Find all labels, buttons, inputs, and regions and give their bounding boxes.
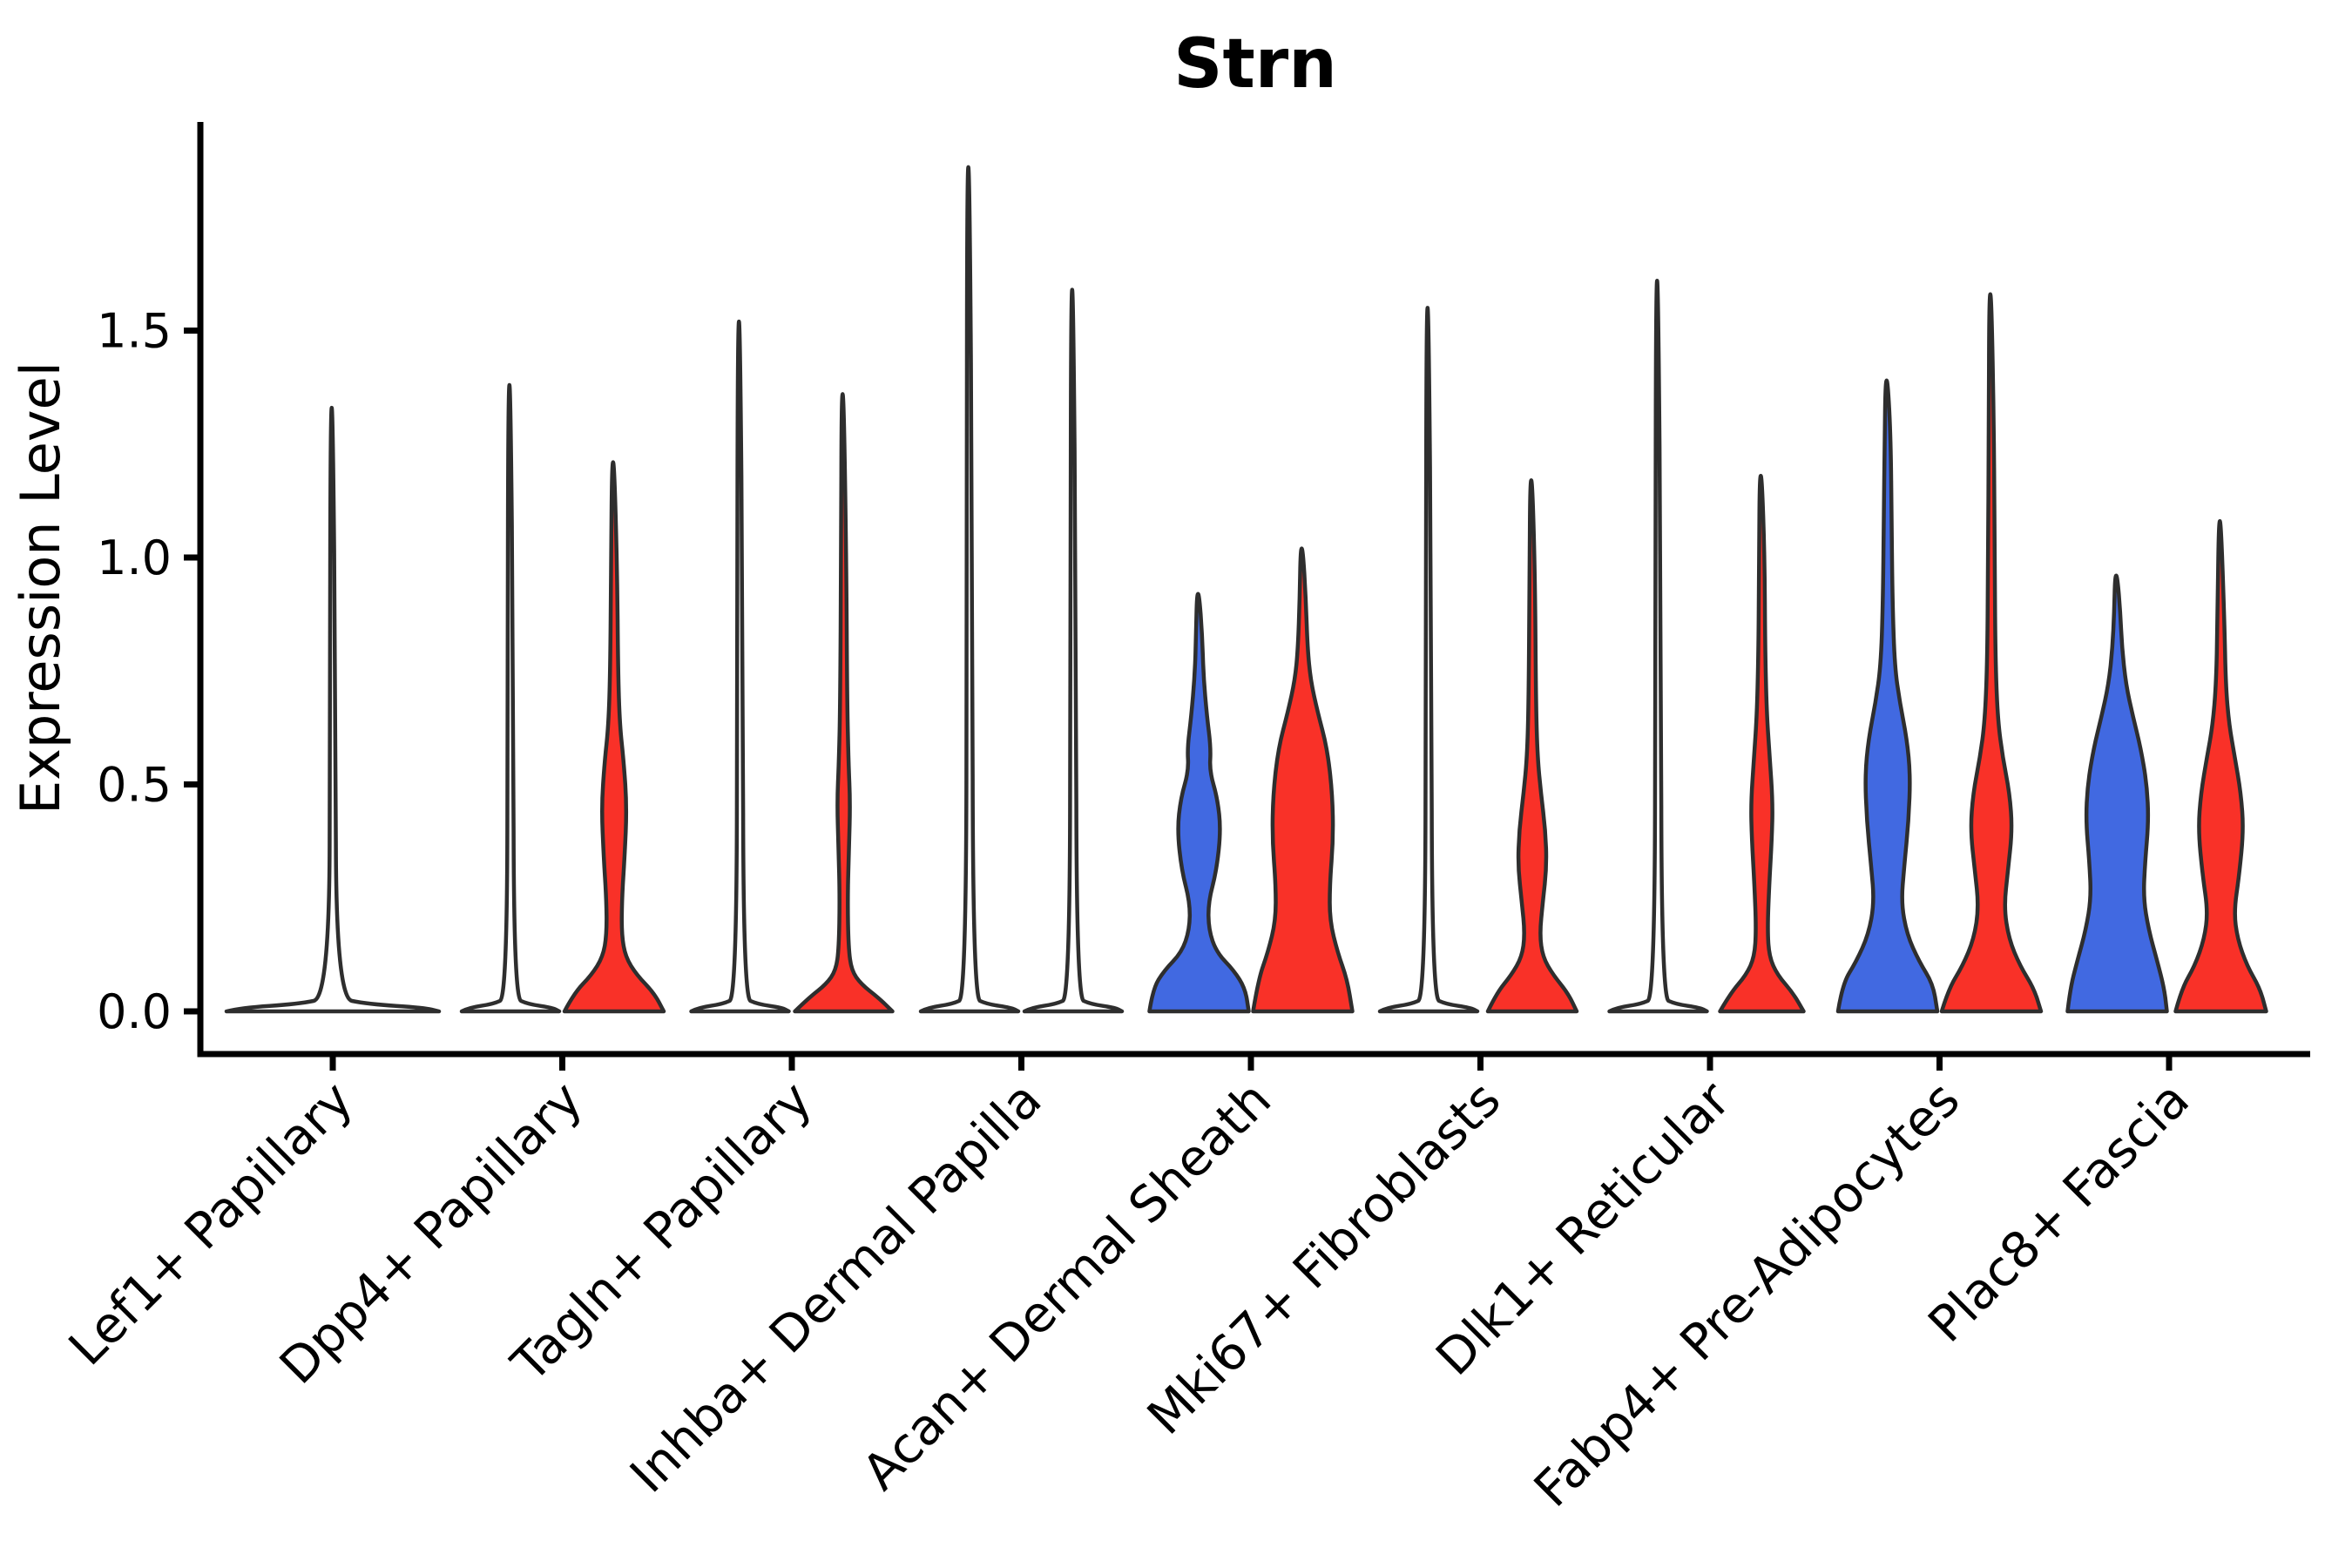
violin-blue [1147,591,1251,1014]
violin-white [1022,287,1125,1014]
violin-blue [1835,378,1940,1014]
violins-layer [224,165,2268,1014]
violin-white [224,405,442,1014]
violin-white [1607,278,1709,1014]
y-tick-label: 0.0 [97,984,172,1039]
violin-group [1835,292,2044,1014]
violin-red [793,392,895,1014]
violin-group [2065,519,2268,1014]
violin-group [459,382,666,1014]
violin-red [1485,478,1579,1014]
violin-group [689,319,895,1014]
y-tick-label: 0.5 [97,757,172,812]
violin-red [562,460,666,1014]
violin-white [459,382,562,1014]
violin-blue [2065,573,2169,1014]
violin-group [918,165,1125,1014]
y-tick-label: 1.0 [97,531,172,585]
violin-group [1607,278,1806,1014]
y-axis-label: Expression Level [9,362,72,814]
violin-red [1939,292,2044,1014]
violin-white [1377,306,1480,1014]
violin-white [918,165,1021,1014]
violin-group [1147,546,1355,1014]
violin-red [1718,473,1806,1014]
y-tick-label: 1.5 [97,303,172,358]
violin-group [224,405,442,1014]
violin-red [1251,546,1355,1014]
chart-title: Strn [1173,25,1336,104]
violin-white [689,319,791,1014]
violin-red [2173,519,2268,1014]
violin-group [1377,306,1579,1014]
